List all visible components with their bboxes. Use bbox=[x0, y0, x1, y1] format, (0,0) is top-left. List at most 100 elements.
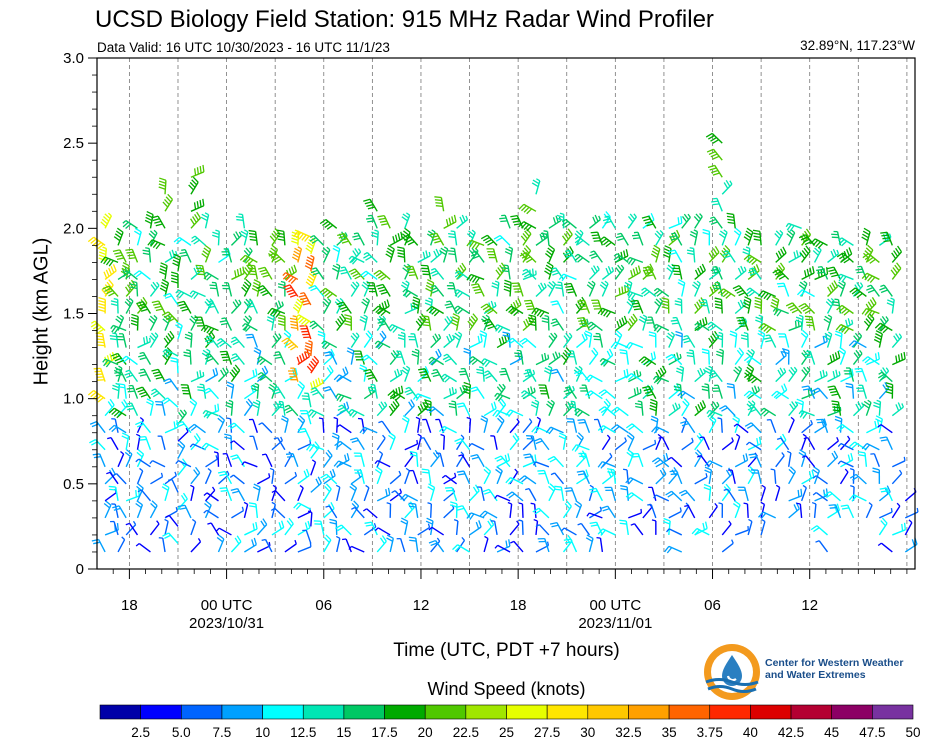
wind-barb bbox=[368, 383, 378, 399]
barb-feather bbox=[646, 393, 654, 397]
wind-barb bbox=[297, 542, 312, 553]
barb-feather bbox=[525, 228, 532, 235]
barb-feather bbox=[336, 442, 343, 448]
wind-barb bbox=[494, 324, 511, 334]
barb-feather bbox=[110, 300, 118, 304]
wind-barb bbox=[566, 418, 578, 433]
wind-barb bbox=[496, 453, 511, 468]
wind-barb bbox=[441, 474, 458, 485]
barb-staff bbox=[440, 197, 445, 212]
barb-feather bbox=[105, 500, 112, 506]
barb-feather bbox=[309, 322, 317, 328]
barb-staff bbox=[414, 503, 419, 519]
barb-feather bbox=[525, 488, 530, 491]
barb-feather bbox=[109, 488, 117, 491]
barb-feather bbox=[834, 415, 842, 420]
wind-barb bbox=[586, 512, 603, 519]
wind-barb bbox=[743, 355, 762, 366]
wind-barb bbox=[589, 521, 604, 536]
barb-staff bbox=[522, 439, 534, 451]
barb-staff bbox=[784, 333, 790, 348]
barb-feather bbox=[468, 230, 475, 236]
barb-feather bbox=[163, 378, 171, 382]
barb-staff bbox=[743, 487, 749, 502]
wind-barb bbox=[708, 330, 720, 349]
barb-feather bbox=[472, 255, 480, 260]
barb-feather bbox=[440, 247, 448, 253]
barb-feather bbox=[310, 360, 316, 367]
barb-feather bbox=[204, 502, 211, 509]
wind-barb bbox=[518, 475, 537, 485]
barb-staff bbox=[721, 183, 733, 195]
barb-feather bbox=[494, 280, 500, 284]
barb-staff bbox=[125, 355, 138, 366]
barb-feather bbox=[802, 238, 810, 243]
wind-barb bbox=[323, 468, 336, 485]
barb-staff bbox=[492, 248, 498, 263]
wind-barb bbox=[491, 280, 500, 297]
barb-feather bbox=[417, 405, 423, 413]
barb-feather bbox=[659, 469, 665, 477]
barb-feather bbox=[535, 440, 543, 445]
barb-feather bbox=[231, 369, 237, 376]
barb-feather bbox=[430, 542, 438, 547]
barb-feather bbox=[350, 335, 357, 342]
barb-feather bbox=[415, 320, 422, 327]
barb-feather bbox=[200, 442, 207, 449]
barb-feather bbox=[215, 527, 220, 532]
barb-feather bbox=[154, 373, 162, 377]
barb-feather bbox=[219, 341, 226, 347]
barb-feather bbox=[598, 236, 605, 242]
barb-feather bbox=[516, 418, 520, 423]
barb-feather bbox=[663, 517, 671, 522]
barb-feather bbox=[421, 318, 430, 321]
barb-feather bbox=[619, 352, 627, 355]
barb-feather bbox=[499, 370, 507, 373]
barb-feather bbox=[307, 241, 314, 247]
barb-staff bbox=[788, 325, 803, 332]
wind-barb bbox=[694, 449, 703, 468]
wind-barb bbox=[360, 354, 378, 366]
wind-barb bbox=[694, 322, 710, 332]
wind-barb bbox=[348, 255, 365, 265]
barb-feather bbox=[600, 529, 606, 536]
wind-barb bbox=[135, 433, 141, 450]
barb-feather bbox=[624, 285, 627, 293]
barb-feather bbox=[197, 386, 205, 389]
barb-feather bbox=[175, 250, 178, 256]
barb-staff bbox=[226, 351, 233, 365]
barb-feather bbox=[819, 371, 823, 379]
barb-staff bbox=[322, 418, 325, 433]
barb-feather bbox=[652, 375, 657, 380]
wind-barb bbox=[203, 509, 219, 519]
barb-feather bbox=[579, 229, 584, 234]
wind-barb bbox=[800, 329, 809, 348]
barb-feather bbox=[703, 486, 711, 491]
barb-feather bbox=[251, 387, 259, 392]
barb-feather bbox=[641, 215, 649, 219]
barb-feather bbox=[707, 164, 715, 169]
barb-feather bbox=[197, 538, 202, 543]
barb-feather bbox=[729, 330, 737, 335]
barb-feather bbox=[291, 237, 299, 241]
barb-feather bbox=[847, 318, 851, 326]
barb-feather bbox=[694, 529, 700, 536]
wind-barb bbox=[495, 466, 503, 485]
barb-feather bbox=[122, 261, 130, 267]
wind-barb bbox=[599, 357, 616, 367]
barb-feather bbox=[99, 248, 107, 253]
barb-feather bbox=[175, 460, 179, 465]
barb-staff bbox=[297, 385, 306, 399]
barb-feather bbox=[687, 252, 695, 256]
barb-feather bbox=[389, 325, 396, 332]
barb-feather bbox=[577, 522, 582, 526]
barb-feather bbox=[156, 281, 160, 286]
barb-feather bbox=[277, 300, 282, 308]
barb-feather bbox=[576, 434, 583, 441]
barb-feather bbox=[740, 337, 749, 341]
wind-barb bbox=[563, 386, 578, 400]
barb-feather bbox=[129, 283, 138, 287]
barb-feather bbox=[366, 217, 374, 220]
barb-feather bbox=[565, 391, 573, 395]
barb-feather bbox=[402, 415, 410, 420]
